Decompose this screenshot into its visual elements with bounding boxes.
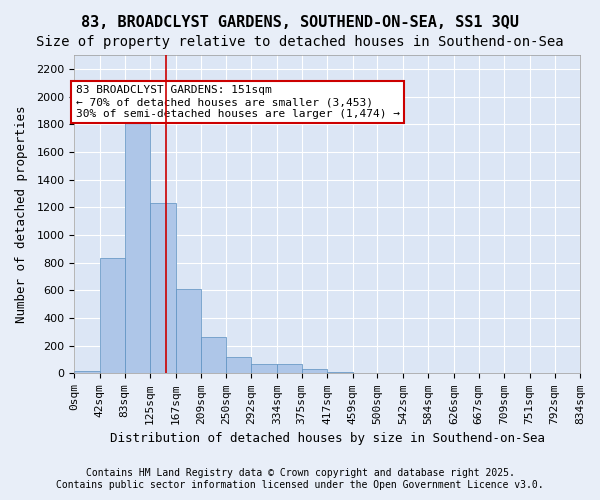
- Bar: [454, 373, 479, 374]
- Bar: [100, 258, 125, 374]
- Bar: [125, 114, 150, 374]
- Bar: [251, 364, 277, 374]
- Y-axis label: Number of detached properties: Number of detached properties: [15, 106, 28, 323]
- Text: 83, BROADCLYST GARDENS, SOUTHEND-ON-SEA, SS1 3QU: 83, BROADCLYST GARDENS, SOUTHEND-ON-SEA,…: [81, 15, 519, 30]
- Text: Size of property relative to detached houses in Southend-on-Sea: Size of property relative to detached ho…: [36, 35, 564, 49]
- Bar: [226, 357, 251, 374]
- Bar: [327, 372, 353, 374]
- Bar: [353, 373, 377, 374]
- Bar: [150, 203, 176, 374]
- Text: 83 BROADCLYST GARDENS: 151sqm
← 70% of detached houses are smaller (3,453)
30% o: 83 BROADCLYST GARDENS: 151sqm ← 70% of d…: [76, 86, 400, 118]
- X-axis label: Distribution of detached houses by size in Southend-on-Sea: Distribution of detached houses by size …: [110, 432, 545, 445]
- Bar: [176, 289, 201, 374]
- Bar: [302, 370, 327, 374]
- Bar: [201, 337, 226, 374]
- Text: Contains HM Land Registry data © Crown copyright and database right 2025.
Contai: Contains HM Land Registry data © Crown c…: [56, 468, 544, 490]
- Bar: [74, 370, 100, 374]
- Bar: [277, 364, 302, 374]
